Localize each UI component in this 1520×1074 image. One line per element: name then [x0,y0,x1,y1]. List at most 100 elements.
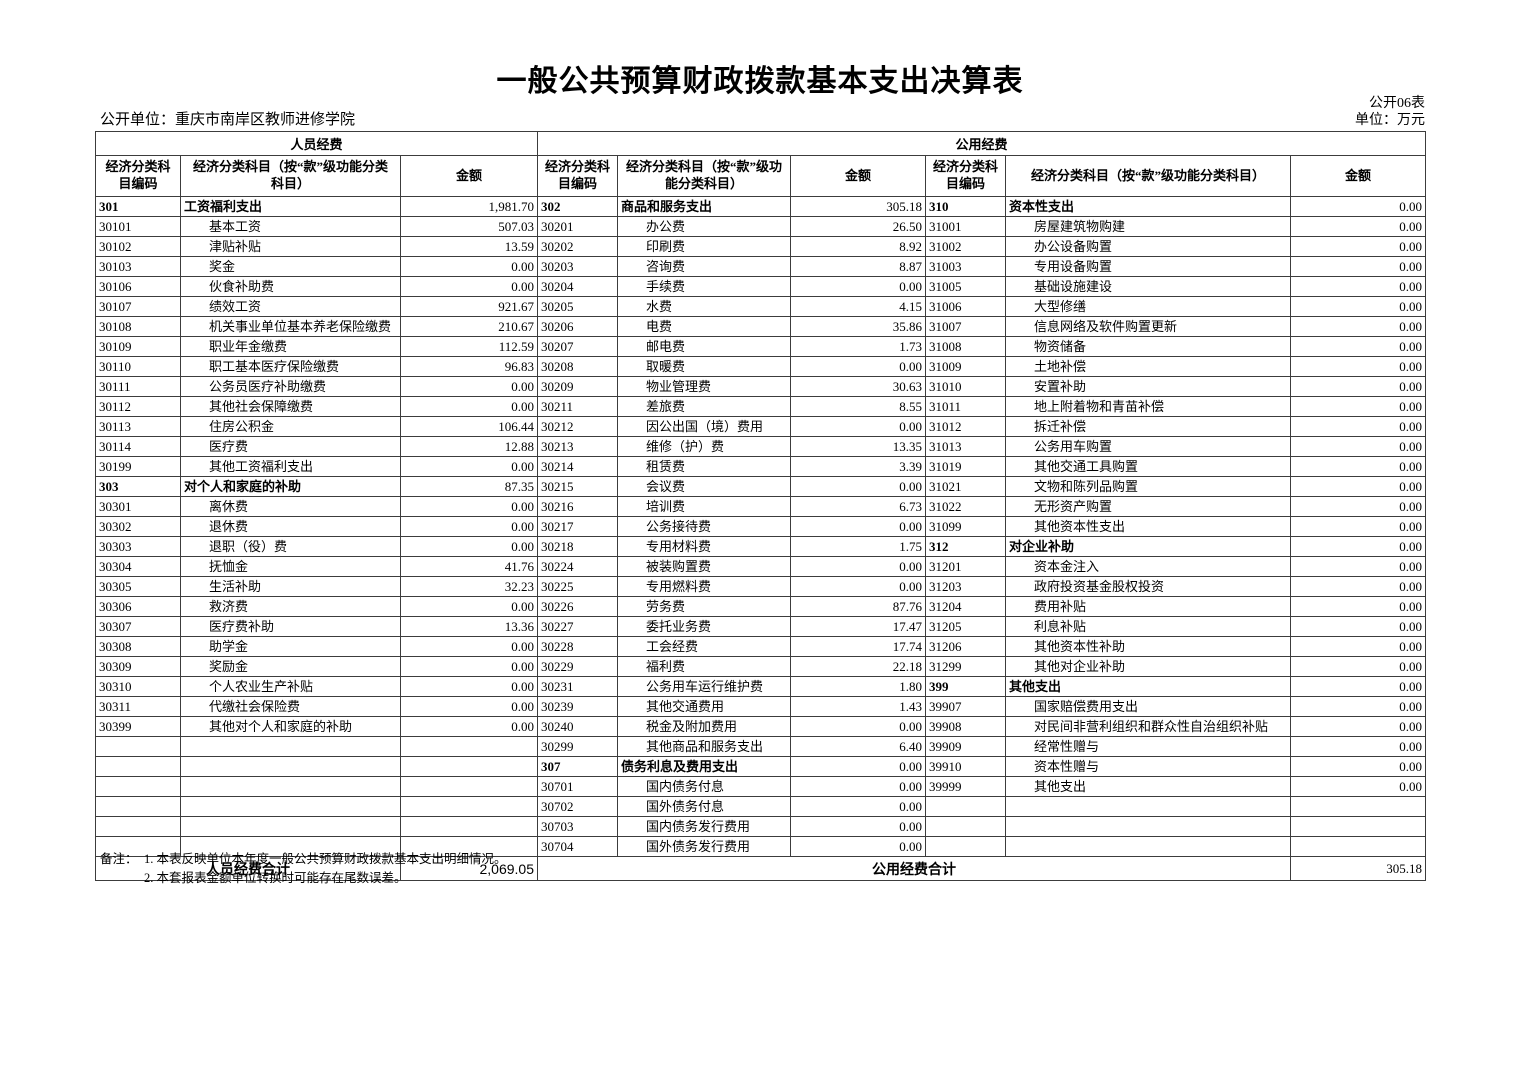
subject-cell: 劳务费 [617,596,791,617]
code-cell: 31012 [925,416,1006,437]
code-cell: 30240 [537,716,618,737]
amount-cell: 0.00 [400,656,538,677]
code-cell: 30224 [537,556,618,577]
table-row: 30302 退休费 0.00 30217 公务接待费 0.00 31099 其他资本性支出 0.… [95,516,1427,537]
code-cell: 30201 [537,216,618,237]
table-header: 人员经费 公用经费 经济分类科目编码 经济分类科目（按“款”级功能分类科目） 金… [95,131,1427,197]
amount-cell: 0.00 [1289,556,1427,577]
amount-cell: 0.00 [1289,576,1427,597]
amount-cell: 12.88 [400,436,538,457]
public-group-header: 公用经费 [536,131,1427,156]
amount-cell: 0.00 [1289,516,1427,537]
amount-cell: 8.55 [790,396,926,417]
subject-cell: 住房公积金 [180,416,401,437]
subject-cell: 其他对个人和家庭的补助 [180,716,401,737]
code-cell: 30309 [95,656,181,677]
subject-cell: 退休费 [180,516,401,537]
subject-cell: 因公出国（境）费用 [617,416,791,437]
amount-cell: 41.76 [400,556,538,577]
amount-cell: 1.80 [790,676,926,697]
code-cell: 31019 [925,456,1006,477]
subject-cell: 被装购置费 [617,556,791,577]
amount-cell: 0.00 [790,836,926,857]
subject-cell: 离休费 [180,496,401,517]
amount-cell: 0.00 [400,716,538,737]
code-cell [95,756,181,777]
subject-cell: 资本性赠与 [1005,756,1291,777]
subject-cell: 政府投资基金股权投资 [1005,576,1291,597]
subject-cell: 抚恤金 [180,556,401,577]
amount-cell: 0.00 [400,676,538,697]
code-cell: 30211 [537,396,618,417]
subject-cell: 土地补偿 [1005,356,1291,377]
table-row: 30301 离休费 0.00 30216 培训费 6.73 31022 无形资产购置 0.00 [95,496,1427,517]
subject-cell [180,756,401,777]
code-cell: 30702 [537,796,618,817]
code-cell: 30215 [537,476,618,497]
subject-cell: 专用材料费 [617,536,791,557]
subject-cell: 生活补助 [180,576,401,597]
code-cell: 30301 [95,496,181,517]
table-row: 307 债务利息及费用支出 0.00 39910 资本性赠与 0.00 [95,756,1427,777]
code-cell: 31011 [925,396,1006,417]
table-row: 303 对个人和家庭的补助 87.35 30215 会议费 0.00 31021 文物和陈列品… [95,476,1427,497]
code-cell: 302 [537,196,618,217]
table-row: 30703 国内债务发行费用 0.00 [95,816,1427,837]
code-cell: 31022 [925,496,1006,517]
subject-cell: 其他支出 [1005,776,1291,797]
table-row: 30399 其他对个人和家庭的补助 0.00 30240 税金及附加费用 0.00 3990… [95,716,1427,737]
amount-cell: 0.00 [1289,736,1427,757]
amount-cell: 0.00 [1289,536,1427,557]
amount-cell: 0.00 [400,276,538,297]
code-cell: 30229 [537,656,618,677]
code-cell: 399 [925,676,1006,697]
subject-cell: 手续费 [617,276,791,297]
table-row: 30299 其他商品和服务支出 6.40 39909 经常性赠与 0.00 [95,736,1427,757]
subject-cell: 物业管理费 [617,376,791,397]
amount-cell: 0.00 [790,756,926,777]
amount-cell: 96.83 [400,356,538,377]
amount-cell [400,816,538,837]
subject-cell: 维修（护）费 [617,436,791,457]
subject-cell: 公务用车购置 [1005,436,1291,457]
budget-table: 人员经费 公用经费 经济分类科目编码 经济分类科目（按“款”级功能分类科目） 金… [95,131,1427,881]
code-cell: 30199 [95,456,181,477]
code-cell: 31003 [925,256,1006,277]
code-cell: 39908 [925,716,1006,737]
subject-cell: 利息补贴 [1005,616,1291,637]
table-footer: 人员经费合计 2,069.05 公用经费合计 305.18 [95,856,1427,881]
unit-label: 单位：万元 [1355,113,1425,128]
subject-cell: 工会经费 [617,636,791,657]
subject-cell: 国家赔偿费用支出 [1005,696,1291,717]
subject-cell: 机关事业单位基本养老保险缴费 [180,316,401,337]
amount-cell: 0.00 [1289,196,1427,217]
amount-cell: 0.00 [1289,316,1427,337]
subject-cell: 培训费 [617,496,791,517]
table-row: 30101 基本工资 507.03 30201 办公费 26.50 31001 房屋建筑物购建… [95,216,1427,237]
amount-cell: 0.00 [1289,756,1427,777]
code-cell: 31204 [925,596,1006,617]
code-cell: 30109 [95,336,181,357]
code-cell: 31008 [925,336,1006,357]
code-cell: 39910 [925,756,1006,777]
table-row: 30702 国外债务付息 0.00 [95,796,1427,817]
subject-cell: 信息网络及软件购置更新 [1005,316,1291,337]
code-cell: 30206 [537,316,618,337]
amount-cell: 0.00 [1289,236,1427,257]
subject-cell [1005,836,1291,857]
code-cell: 31001 [925,216,1006,237]
org-label: 公开单位：重庆市南岸区教师进修学院 [100,112,356,128]
table-row: 30113 住房公积金 106.44 30212 因公出国（境）费用 0.00 31012 拆… [95,416,1427,437]
amount-cell [1289,836,1427,857]
col-header-amount-2: 金额 [790,155,926,197]
amount-cell: 87.35 [400,476,538,497]
amount-cell: 106.44 [400,416,538,437]
notes-label: 备注： [100,852,138,866]
subject-cell: 伙食补助费 [180,276,401,297]
amount-cell: 0.00 [1289,396,1427,417]
amount-cell: 1.73 [790,336,926,357]
subject-cell: 其他支出 [1005,676,1291,697]
subject-cell: 国外债务付息 [617,796,791,817]
code-cell: 30704 [537,836,618,857]
